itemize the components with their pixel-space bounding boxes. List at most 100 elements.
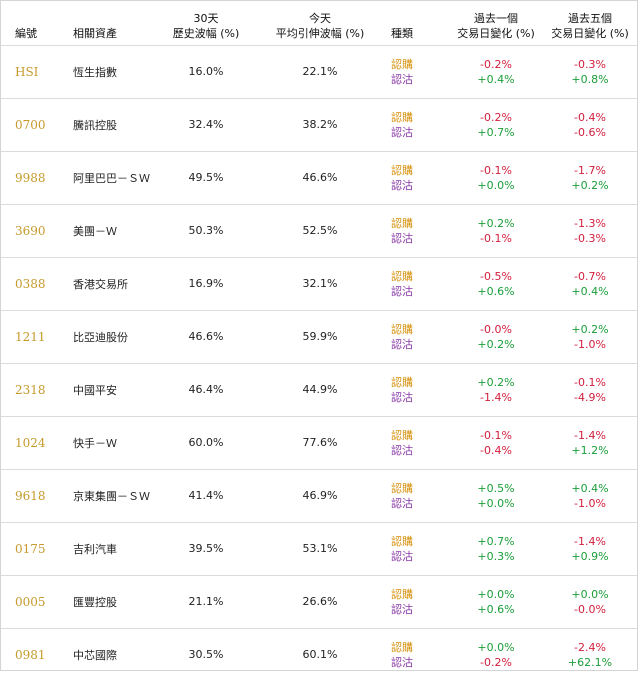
asset-code: 1024 (15, 435, 46, 450)
put-change-1d: +0.6% (477, 284, 515, 298)
asset-code: 2318 (15, 382, 46, 397)
header-implied-volatility: 今天 平均引伸波幅 (%) (261, 1, 379, 45)
put-change-5d: +0.4% (571, 284, 609, 298)
call-change-5d: -0.4% (574, 110, 606, 124)
header-code: 編號 (15, 26, 37, 40)
call-label: 認購 (391, 322, 413, 336)
call-change-5d: -0.7% (574, 269, 606, 283)
five-day-change: -0.1% -4.9% (543, 363, 637, 416)
one-day-change: +0.5% +0.0% (449, 469, 543, 522)
call-change-1d: -0.5% (480, 269, 512, 283)
five-day-change: -1.4% +0.9% (543, 522, 637, 575)
header-type: 種類 (391, 26, 413, 40)
header-d1-line2: 交易日變化 (%) (457, 26, 535, 40)
one-day-change: -0.0% +0.2% (449, 310, 543, 363)
call-change-1d: +0.0% (477, 640, 515, 654)
one-day-change: +0.0% -0.2% (449, 628, 543, 681)
one-day-change: +0.0% +0.6% (449, 575, 543, 628)
call-change-1d: -0.1% (480, 428, 512, 442)
header-d5-line1: 過去五個 (568, 11, 612, 25)
header-d5-line2: 交易日變化 (%) (551, 26, 629, 40)
five-day-change: -1.3% -0.3% (543, 204, 637, 257)
call-label: 認購 (391, 269, 413, 283)
type-cell: 認購 認沽 (379, 628, 449, 681)
put-change-5d: -1.0% (574, 496, 606, 510)
put-label: 認沽 (391, 284, 413, 298)
call-change-5d: +0.4% (571, 481, 609, 495)
asset-name: 中國平安 (73, 383, 117, 397)
put-change-5d: +1.2% (571, 443, 609, 457)
call-change-1d: +0.0% (477, 587, 515, 601)
call-change-1d: +0.5% (477, 481, 515, 495)
one-day-change: +0.2% -1.4% (449, 363, 543, 416)
asset-name: 恆生指數 (73, 65, 117, 79)
table-row: 1211 比亞迪股份 46.6% 59.9% 認購 認沽 -0.0% +0.2%… (1, 310, 637, 363)
asset-name: 吉利汽車 (73, 542, 117, 556)
historical-volatility: 46.4% (188, 383, 224, 396)
put-change-5d: +0.9% (571, 549, 609, 563)
call-label: 認購 (391, 163, 413, 177)
put-change-5d: -4.9% (574, 390, 606, 404)
asset-code: 0388 (15, 276, 46, 291)
asset-code: 0005 (15, 594, 46, 609)
historical-volatility: 30.5% (188, 648, 224, 662)
header-d1-line1: 過去一個 (474, 11, 518, 25)
table-row: 0175 吉利汽車 39.5% 53.1% 認購 認沽 +0.7% +0.3% … (1, 522, 637, 575)
table-row: 0005 匯豐控股 21.1% 26.6% 認購 認沽 +0.0% +0.6% … (1, 575, 637, 628)
call-change-1d: -0.0% (480, 322, 512, 336)
put-change-1d: +0.7% (477, 125, 515, 139)
put-change-5d: -0.3% (574, 231, 606, 245)
historical-volatility: 21.1% (188, 595, 224, 608)
type-cell: 認購 認沽 (379, 151, 449, 204)
five-day-change: -1.7% +0.2% (543, 151, 637, 204)
call-change-5d: -1.4% (574, 428, 606, 442)
implied-volatility: 59.9% (302, 330, 338, 343)
implied-volatility: 26.6% (302, 595, 338, 608)
five-day-change: +0.2% -1.0% (543, 310, 637, 363)
type-cell: 認購 認沽 (379, 204, 449, 257)
table-row: 2318 中國平安 46.4% 44.9% 認購 認沽 +0.2% -1.4% … (1, 363, 637, 416)
put-label: 認沽 (391, 496, 413, 510)
implied-volatility: 52.5% (302, 224, 338, 237)
table-row: 9988 阿里巴巴－ＳＷ 49.5% 46.6% 認購 認沽 -0.1% +0.… (1, 151, 637, 204)
historical-volatility: 16.9% (188, 277, 224, 290)
asset-name: 香港交易所 (73, 277, 128, 291)
put-change-1d: +0.4% (477, 72, 515, 86)
type-cell: 認購 認沽 (379, 98, 449, 151)
call-change-1d: +0.2% (477, 375, 515, 389)
asset-name: 快手－Ｗ (73, 436, 117, 450)
implied-volatility: 38.2% (302, 118, 338, 131)
put-label: 認沽 (391, 72, 413, 86)
table-header-row: 編號 相關資產 30天 歷史波幅 (%) 今天 平均引伸波幅 (%) 種類 過去… (1, 1, 637, 45)
call-change-1d: -0.2% (480, 57, 512, 71)
five-day-change: -2.4% +62.1% (543, 628, 637, 681)
put-change-1d: -0.1% (480, 231, 512, 245)
historical-volatility: 46.6% (188, 330, 224, 343)
header-iv-line2: 平均引伸波幅 (%) (275, 26, 365, 40)
put-change-1d: -0.2% (480, 655, 512, 669)
type-cell: 認購 認沽 (379, 575, 449, 628)
five-day-change: +0.4% -1.0% (543, 469, 637, 522)
put-label: 認沽 (391, 390, 413, 404)
header-asset: 相關資產 (73, 26, 117, 40)
historical-volatility: 50.3% (188, 224, 224, 237)
historical-volatility: 39.5% (188, 542, 224, 555)
put-label: 認沽 (391, 549, 413, 563)
put-change-1d: +0.6% (477, 602, 515, 616)
one-day-change: -0.5% +0.6% (449, 257, 543, 310)
historical-volatility: 60.0% (188, 436, 224, 449)
type-cell: 認購 認沽 (379, 363, 449, 416)
asset-code: 0700 (15, 117, 46, 132)
header-iv-line1: 今天 (309, 11, 331, 25)
call-label: 認購 (391, 110, 413, 124)
type-cell: 認購 認沽 (379, 416, 449, 469)
header-historical-volatility: 30天 歷史波幅 (%) (151, 1, 261, 45)
put-label: 認沽 (391, 337, 413, 351)
table-row: HSI 恆生指數 16.0% 22.1% 認購 認沽 -0.2% +0.4% -… (1, 45, 637, 98)
call-change-5d: -1.3% (574, 216, 606, 230)
put-label: 認沽 (391, 443, 413, 457)
one-day-change: -0.2% +0.7% (449, 98, 543, 151)
put-change-5d: -0.6% (574, 125, 606, 139)
